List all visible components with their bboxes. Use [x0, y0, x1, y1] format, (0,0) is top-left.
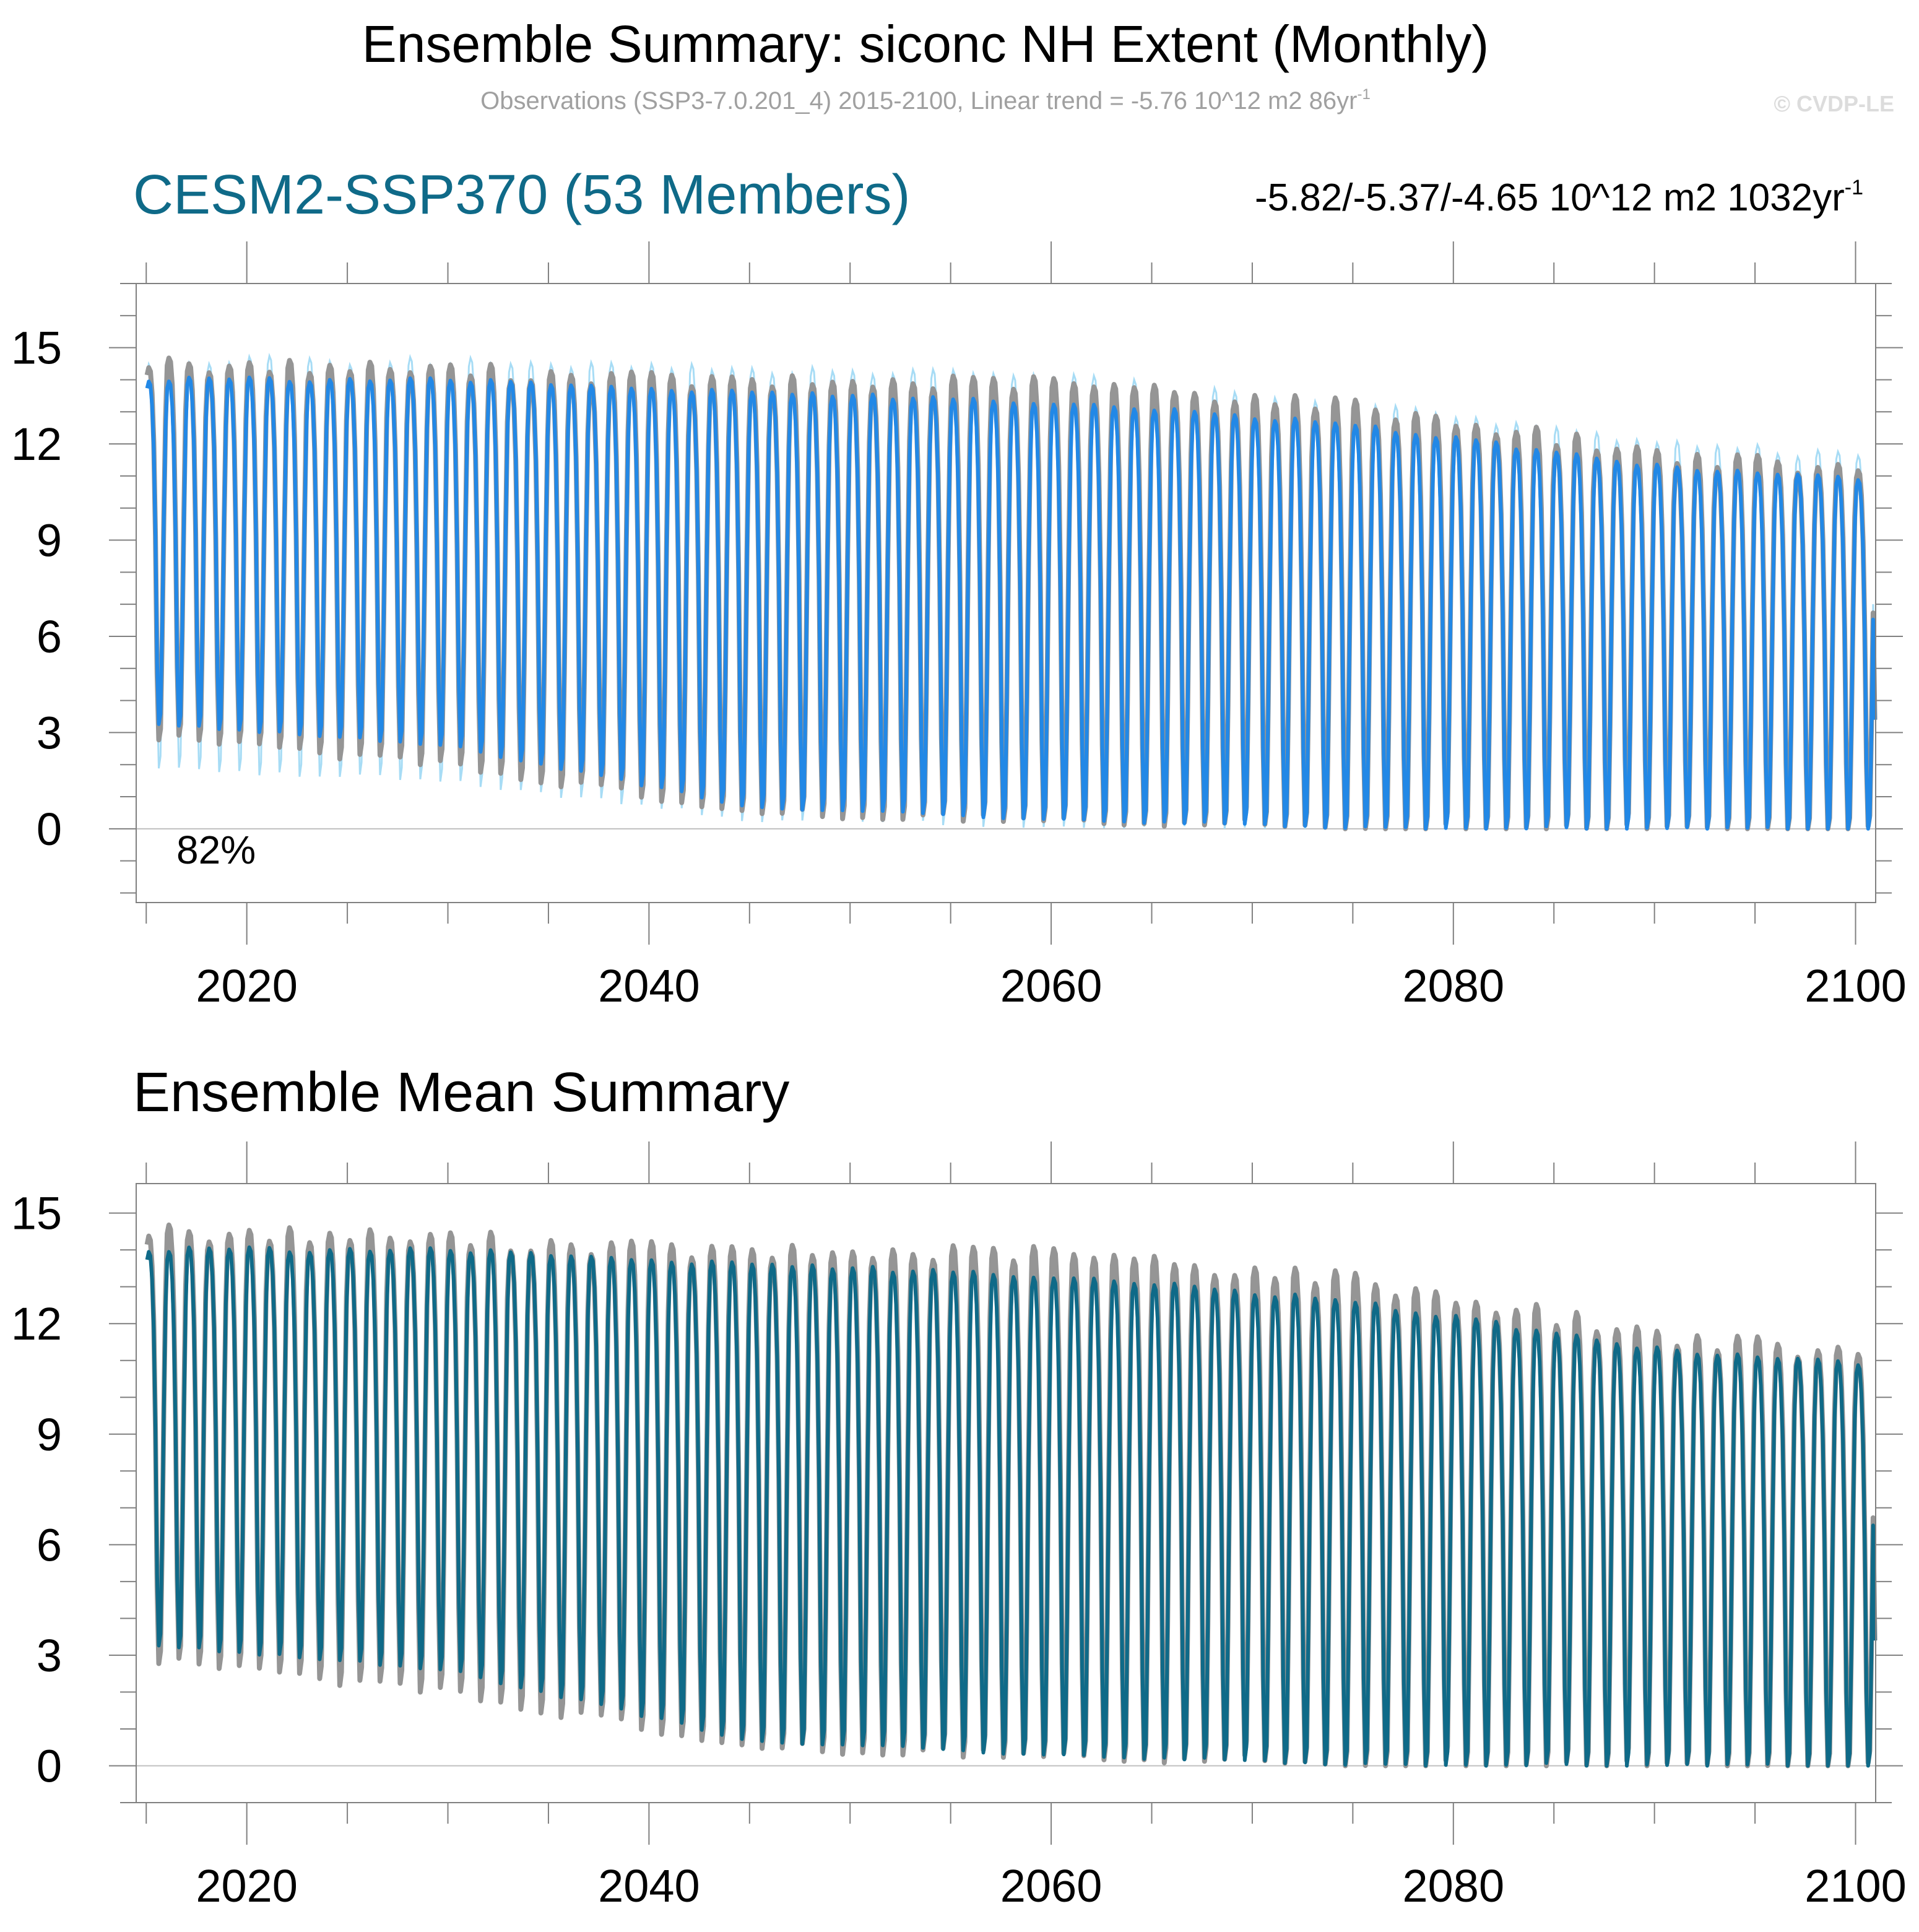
copyright-label: © CVDP-LE [1774, 91, 1894, 116]
x-tick-label: 2020 [196, 1860, 298, 1912]
y-tick-label: 0 [37, 804, 62, 855]
y-tick-label: 9 [37, 515, 62, 566]
x-tick-label: 2020 [196, 960, 298, 1011]
x-tick-label: 2040 [598, 960, 700, 1011]
y-tick-label: 12 [11, 1298, 62, 1349]
y-tick-label: 6 [37, 1519, 62, 1570]
x-tick-label: 2060 [1000, 960, 1102, 1011]
plot-frame [136, 283, 1876, 903]
y-tick-label: 12 [11, 418, 62, 470]
y-tick-label: 9 [37, 1409, 62, 1460]
ensemble-trend: -5.82/-5.37/-4.65 10^12 m2 1032yr-1 [1255, 176, 1863, 219]
figure-subtitle: Observations (SSP3-7.0.201_4) 2015-2100,… [480, 86, 1371, 115]
y-tick-label: 3 [37, 1630, 62, 1681]
x-tick-label: 2100 [1804, 960, 1907, 1011]
x-tick-label: 2040 [598, 1860, 700, 1912]
figure-subtitle-text: Observations (SSP3-7.0.201_4) 2015-2100,… [480, 87, 1357, 115]
x-tick-label: 2060 [1000, 1860, 1102, 1912]
ensemble-trend-sup: -1 [1845, 176, 1863, 199]
bottom-plot-axes: 2020 2040 2060 2080 2100 0 3 6 9 12 15 [11, 1141, 1907, 1912]
figure-title: Ensemble Summary: siconc NH Extent (Mont… [362, 15, 1489, 73]
bottom-plot-series [136, 1222, 1878, 1769]
plot-frame [136, 1183, 1876, 1803]
x-tick-label: 2080 [1402, 1860, 1504, 1912]
ensemble-mean-title: Ensemble Mean Summary [133, 1062, 789, 1124]
bottom-plot: 2020 2040 2060 2080 2100 0 3 6 9 12 15 [11, 1141, 1907, 1912]
ensemble-member-line [145, 375, 1877, 831]
percent-label: 82% [176, 828, 256, 872]
x-tick-label: 2100 [1804, 1860, 1907, 1912]
top-plot-axes: 2020 2040 2060 2080 2100 0 3 6 9 12 15 [11, 241, 1907, 1011]
y-tick-label: 0 [37, 1740, 62, 1791]
x-tick-label: 2080 [1402, 960, 1504, 1011]
figure-subtitle-sup: -1 [1357, 86, 1370, 103]
top-plot: 2020 2040 2060 2080 2100 0 3 6 9 12 15 82% [11, 241, 1907, 1011]
y-tick-label: 15 [11, 1188, 62, 1239]
top-plot-series [136, 352, 1878, 831]
ensemble-label: CESM2-SSP370 (53 Members) [133, 164, 910, 226]
ensemble-trend-text: -5.82/-5.37/-4.65 10^12 m2 1032yr [1255, 176, 1845, 219]
y-tick-label: 6 [37, 611, 62, 662]
y-tick-label: 15 [11, 323, 62, 374]
y-tick-label: 3 [37, 707, 62, 758]
ensemble-mean-line [145, 1245, 1877, 1768]
